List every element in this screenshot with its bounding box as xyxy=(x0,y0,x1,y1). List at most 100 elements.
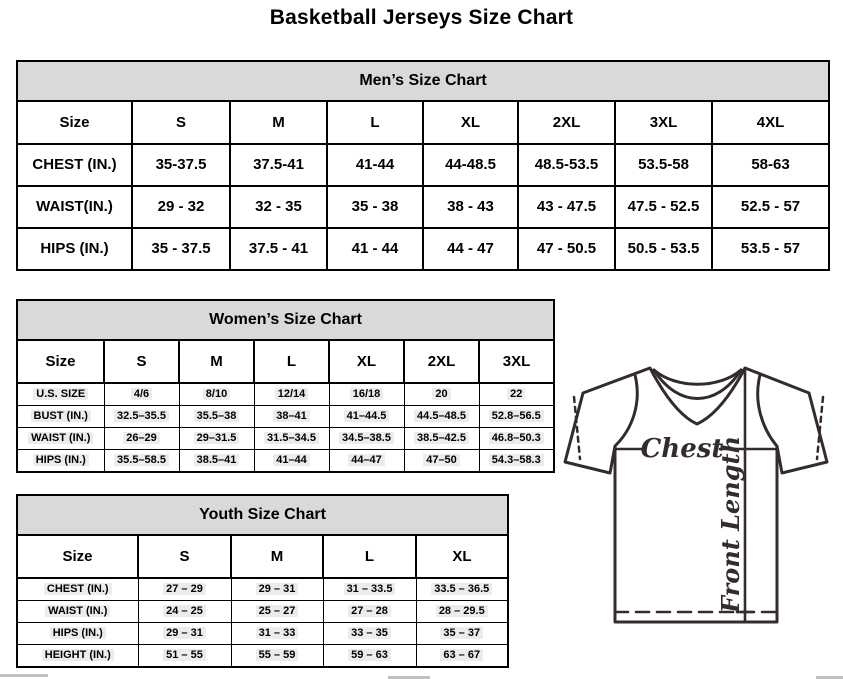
youth-table-title: Youth Size Chart xyxy=(16,494,509,536)
youth-value-cell: 27 – 29 xyxy=(137,577,232,601)
youth-row-label: HIPS (IN.) xyxy=(16,622,139,645)
youth-value-cell-text: 59 – 63 xyxy=(348,648,391,661)
womens-value-cell-text: 26–29 xyxy=(123,431,160,444)
youth-value-cell: 29 – 31 xyxy=(137,622,232,645)
youth-size-col-L: L xyxy=(322,534,417,579)
womens-value-cell-text: 38–41 xyxy=(273,409,310,422)
womens-value-cell-text: 35.5–38 xyxy=(193,409,240,422)
womens-row-label: WAIST (IN.) xyxy=(16,427,105,450)
mens-value-cell: 44-48.5 xyxy=(422,143,519,187)
womens-value-cell: 31.5–34.5 xyxy=(253,427,330,450)
womens-value-cell: 12/14 xyxy=(253,382,330,406)
womens-size-label-cell: Size xyxy=(16,339,105,384)
youth-value-cell: 63 – 67 xyxy=(415,644,509,668)
youth-value-cell-text: 24 – 25 xyxy=(163,604,206,617)
womens-value-cell-text: 38.5–42.5 xyxy=(414,431,469,444)
womens-value-cell: 29–31.5 xyxy=(178,427,255,450)
womens-value-cell-text: 29–31.5 xyxy=(193,431,240,444)
womens-value-cell: 20 xyxy=(403,382,480,406)
youth-value-cell-text: 33 – 35 xyxy=(348,626,391,639)
womens-size-col-3XL: 3XL xyxy=(477,339,556,384)
mens-value-cell: 43 - 47.5 xyxy=(517,185,616,229)
youth-value-cell: 24 – 25 xyxy=(137,600,232,623)
youth-row-label-text: CHEST (IN.) xyxy=(43,582,112,595)
womens-value-cell: 46.8–50.3 xyxy=(478,427,555,450)
womens-value-cell-text: 44–47 xyxy=(348,453,385,466)
bottom-edge-fragment xyxy=(388,676,430,679)
mens-value-cell: 41-44 xyxy=(326,143,424,187)
mens-value-cell: 53.5-58 xyxy=(614,143,713,187)
womens-size-col-2XL: 2XL xyxy=(403,339,480,384)
mens-value-cell: 37.5 - 41 xyxy=(229,227,328,271)
womens-value-cell-text: 31.5–34.5 xyxy=(264,431,319,444)
womens-value-cell: 38.5–42.5 xyxy=(403,427,480,450)
womens-value-cell: 47–50 xyxy=(403,449,480,473)
mens-value-cell: 50.5 - 53.5 xyxy=(614,227,713,271)
jersey-outline-shape xyxy=(563,366,829,624)
youth-value-cell-text: 51 – 55 xyxy=(163,648,206,661)
youth-size-label-cell: Size xyxy=(16,534,139,579)
mens-value-cell: 44 - 47 xyxy=(422,227,519,271)
youth-size-col-XL: XL xyxy=(415,534,509,579)
youth-row-label: CHEST (IN.) xyxy=(16,577,139,601)
youth-value-cell: 31 – 33.5 xyxy=(322,577,417,601)
mens-size-col-S: S xyxy=(131,100,231,145)
youth-value-cell: 27 – 28 xyxy=(322,600,417,623)
youth-size-header-row: Size S M L XL xyxy=(16,534,509,579)
mens-value-cell: 53.5 - 57 xyxy=(710,227,831,271)
mens-size-col-M: M xyxy=(229,100,328,145)
womens-value-cell-text: 46.8–50.3 xyxy=(488,431,544,444)
youth-value-cell-text: 33.5 – 36.5 xyxy=(431,582,493,595)
youth-value-cell: 33.5 – 36.5 xyxy=(415,577,509,601)
youth-value-cell-text: 31 – 33 xyxy=(255,626,299,639)
womens-table-header-row: Women’s Size Chart xyxy=(15,299,556,341)
womens-size-table: Women’s Size Chart Size S M L XL 2XL 3XL U.S. SI… xyxy=(15,299,556,473)
womens-value-cell-text: 41–44.5 xyxy=(343,409,390,422)
womens-value-cell: 4/6 xyxy=(103,382,180,406)
youth-value-cell-text: 31 – 33.5 xyxy=(343,582,396,595)
mens-value-cell: 35 - 38 xyxy=(326,185,424,229)
womens-row-label: BUST (IN.) xyxy=(16,405,105,428)
mens-value-cell: 47.5 - 52.5 xyxy=(614,185,713,229)
womens-measurement-row: BUST (IN.) 32.5–35.5 35.5–38 38–41 41–44.5 44… xyxy=(16,405,555,428)
youth-row-label: WAIST (IN.) xyxy=(16,600,139,623)
womens-size-header-row: Size S M L XL 2XL 3XL xyxy=(16,339,556,384)
mens-value-cell: 41 - 44 xyxy=(326,227,424,271)
womens-value-cell: 8/10 xyxy=(178,382,255,406)
womens-value-cell-text: 38.5–41 xyxy=(193,453,240,466)
womens-value-cell: 22 xyxy=(478,382,555,406)
mens-value-cell: 29 - 32 xyxy=(131,185,231,229)
youth-value-cell-text: 63 – 67 xyxy=(440,648,484,661)
mens-measurement-row: CHEST (IN.) 35-37.5 37.5-41 41-44 44-48.5 48.… xyxy=(16,143,831,187)
womens-value-cell: 26–29 xyxy=(103,427,180,450)
womens-value-cell: 32.5–35.5 xyxy=(103,405,180,428)
mens-size-header-row: Size S M L XL 2XL 3XL 4XL xyxy=(16,100,831,145)
mens-size-col-4XL: 4XL xyxy=(710,100,831,145)
womens-value-cell-text: 32.5–35.5 xyxy=(114,409,169,422)
womens-measurement-row: WAIST (IN.) 26–29 29–31.5 31.5–34.5 34.5–38.… xyxy=(16,427,555,450)
bottom-edge-fragment xyxy=(816,676,843,679)
collar-band-line xyxy=(652,368,743,400)
mens-measurement-row: WAIST(IN.) 29 - 32 32 - 35 35 - 38 38 - 43 43… xyxy=(16,185,831,229)
mens-size-col-2XL: 2XL xyxy=(517,100,616,145)
womens-row-label-text: WAIST (IN.) xyxy=(28,431,94,444)
womens-row-label-text: U.S. SIZE xyxy=(33,387,89,400)
youth-row-label: HEIGHT (IN.) xyxy=(16,644,139,668)
chest-label: Chest xyxy=(641,434,724,464)
jersey-measurement-diagram: Chest Front Length xyxy=(563,366,829,624)
mens-value-cell: 48.5-53.5 xyxy=(517,143,616,187)
mens-value-cell: 35-37.5 xyxy=(131,143,231,187)
youth-row-label-text: HEIGHT (IN.) xyxy=(41,648,114,661)
womens-size-col-XL: XL xyxy=(328,339,405,384)
womens-measurement-row: U.S. SIZE 4/6 8/10 12/14 16/18 20 22 xyxy=(16,382,555,406)
armhole-seam-left xyxy=(614,373,639,447)
mens-size-table: Men’s Size Chart Size S M L XL 2XL 3XL 4XL CHEST … xyxy=(15,60,831,271)
mens-size-col-XL: XL xyxy=(422,100,519,145)
mens-row-label: WAIST(IN.) xyxy=(16,185,133,229)
mens-size-col-L: L xyxy=(326,100,424,145)
youth-value-cell: 28 – 29.5 xyxy=(415,600,509,623)
bottom-edge-fragment xyxy=(0,674,48,677)
mens-value-cell: 37.5-41 xyxy=(229,143,328,187)
womens-value-cell-text: 34.5–38.5 xyxy=(339,431,394,444)
youth-value-cell-text: 27 – 29 xyxy=(163,582,206,595)
